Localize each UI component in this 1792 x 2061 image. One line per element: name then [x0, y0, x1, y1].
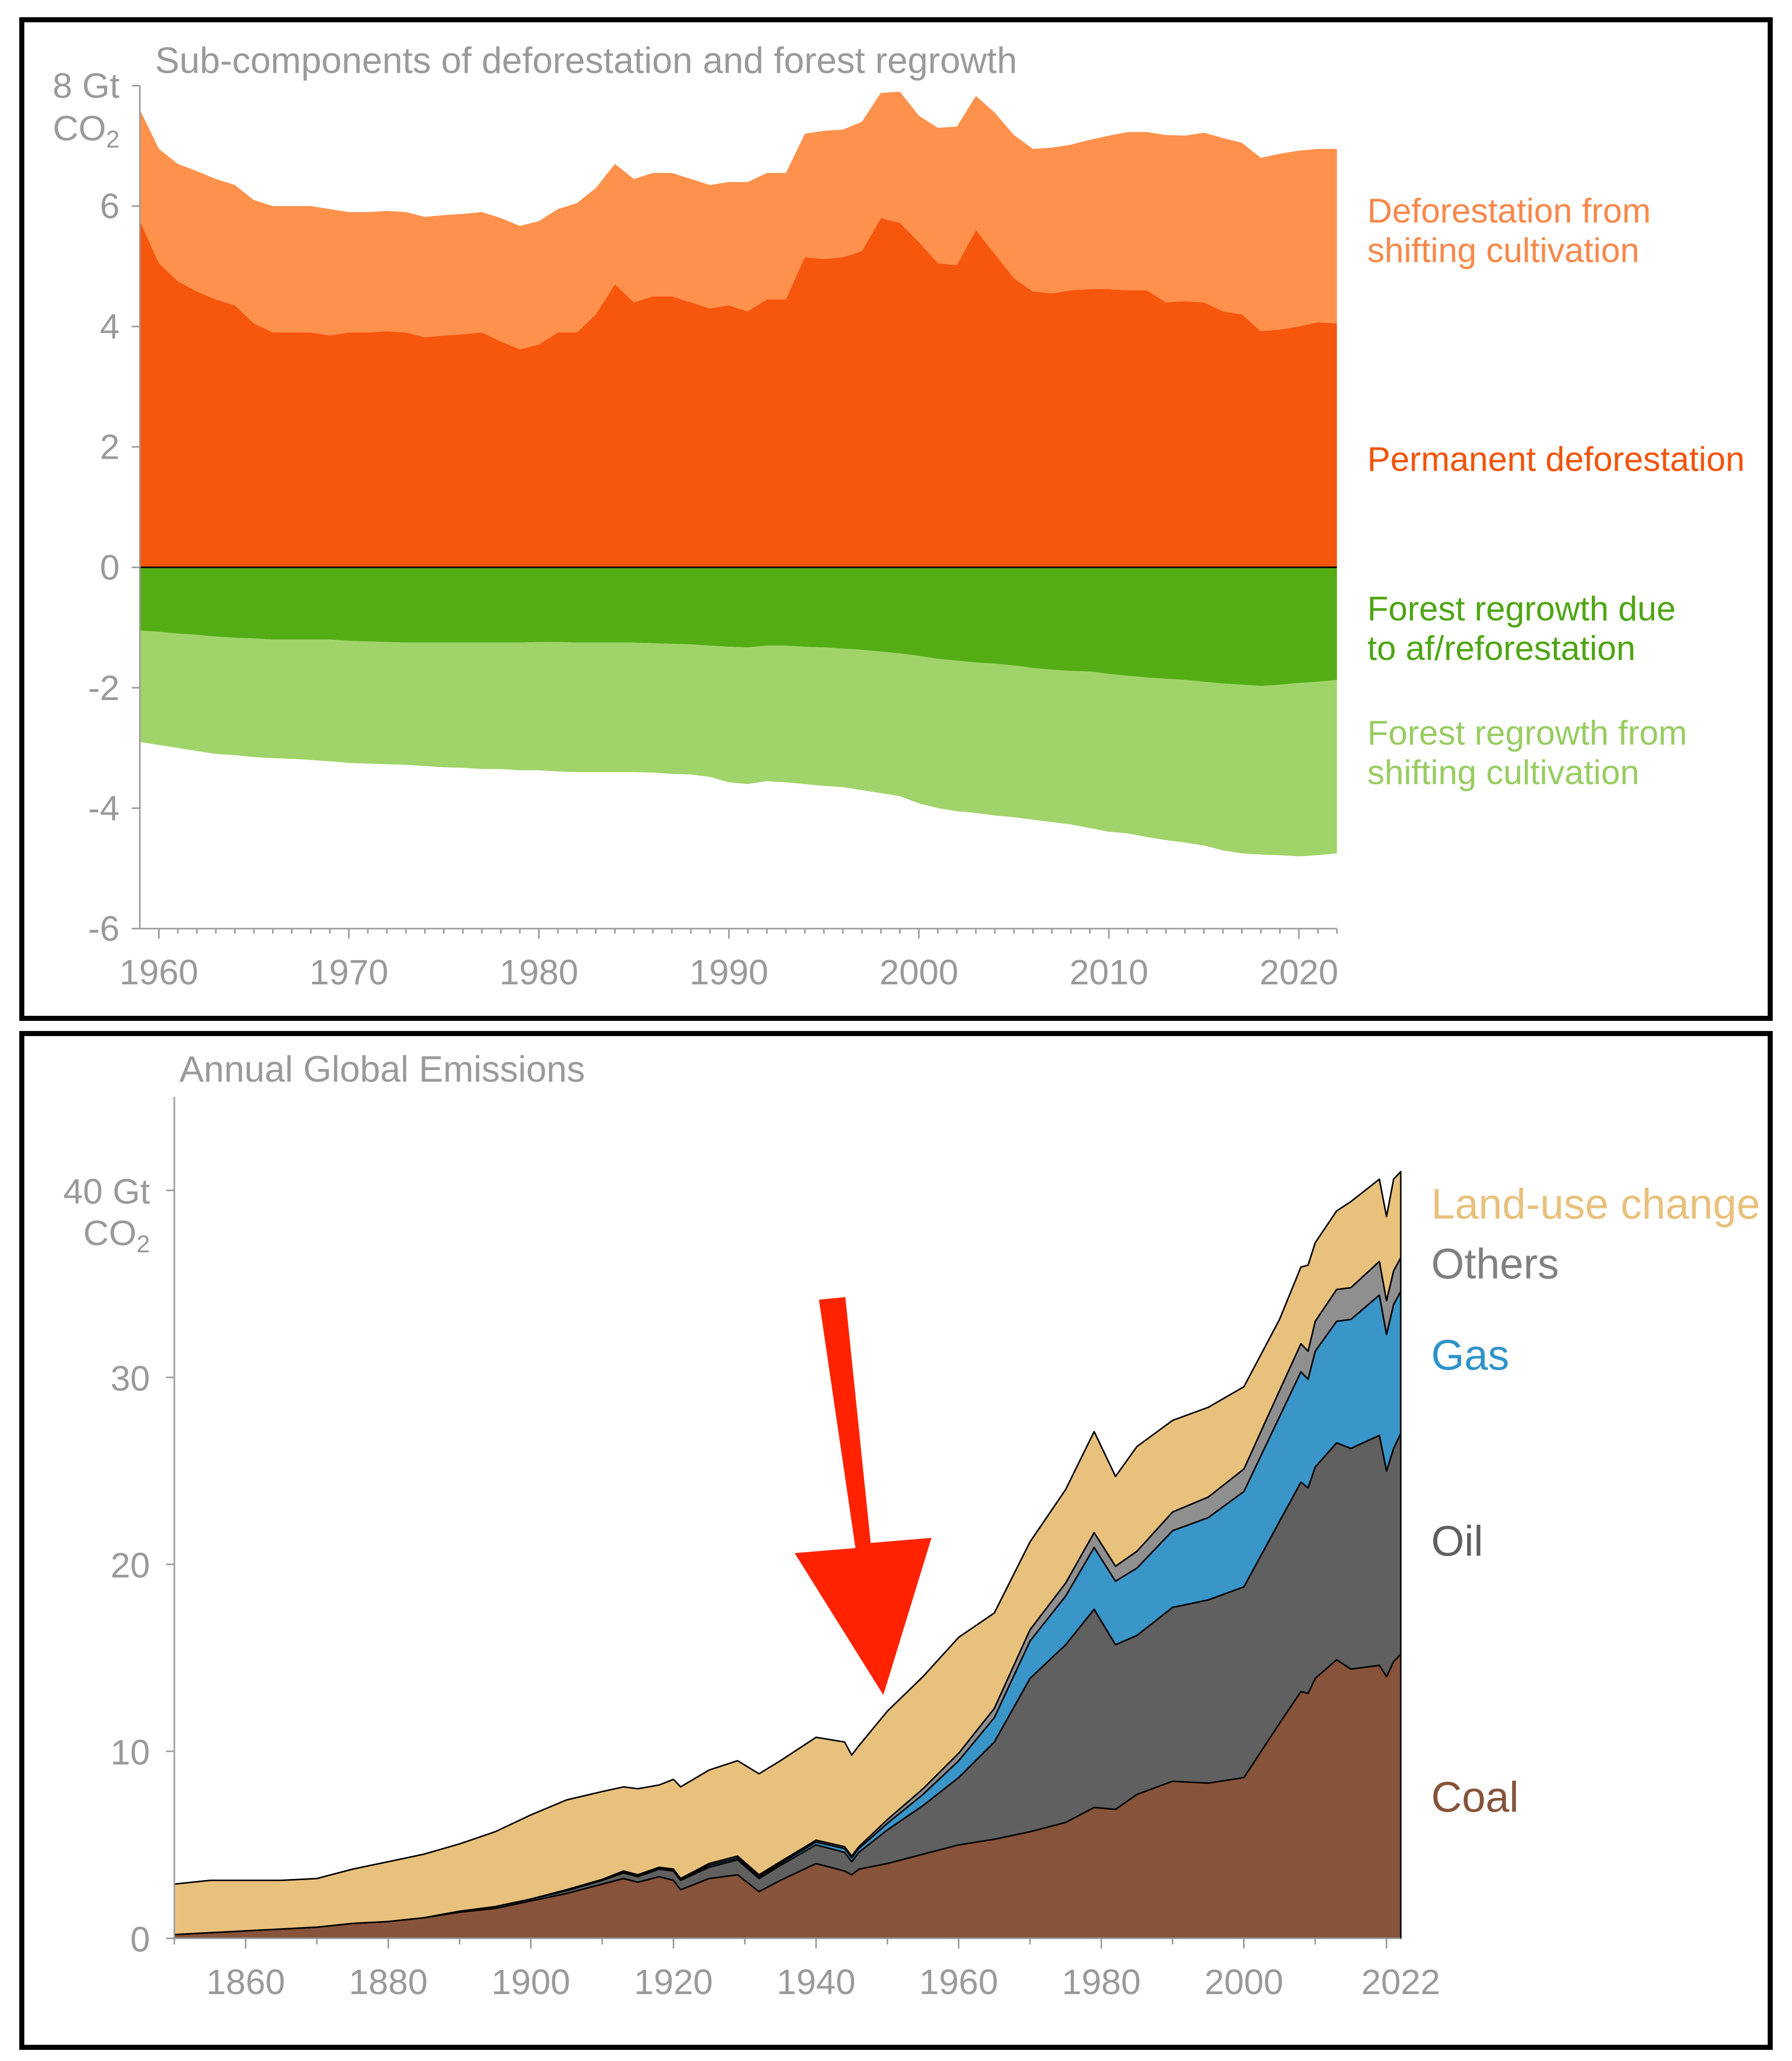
label-forest-regrowth-due-to-af-reforestation: Forest regrowth due	[1367, 590, 1676, 628]
area-deforestation-from-shifting-cultivation	[140, 91, 1337, 350]
area-land-use-change	[173, 1171, 1402, 1936]
label-forest-regrowth-due-to-af-reforestation: to af/reforestation	[1367, 629, 1635, 668]
x-tick-label: 1880	[349, 1962, 428, 2002]
chart-title: Annual Global Emissions	[179, 1049, 585, 1090]
label-gas: Gas	[1431, 1331, 1509, 1379]
label-others: Others	[1431, 1240, 1559, 1287]
y-tick-label: -2	[88, 668, 120, 708]
x-tick-label: 2020	[1259, 952, 1338, 992]
x-tick-label: 1980	[499, 952, 578, 992]
y-tick-label: 20	[110, 1545, 150, 1585]
y-axis-unit-line2: CO2	[53, 108, 120, 153]
label-forest-regrowth-from-shifting-cultivation: Forest regrowth from	[1367, 714, 1687, 752]
x-tick-label: 2000	[879, 952, 958, 992]
y-axis-unit-line1: 40 Gt	[63, 1171, 150, 1211]
y-axis-unit-co: CO	[83, 1213, 136, 1253]
label-land-use-change: Land-use change	[1431, 1180, 1760, 1228]
y-tick-label: 6	[100, 187, 120, 226]
y-axis-unit-line2: CO2	[83, 1213, 150, 1258]
y-tick-label: 0	[100, 547, 120, 587]
x-tick-label: 1860	[206, 1962, 285, 2002]
x-tick-label: 2010	[1069, 952, 1148, 992]
label-permanent-deforestation: Permanent deforestation	[1367, 440, 1745, 479]
x-tick-label: 1900	[492, 1962, 571, 2002]
x-tick-label: 1960	[919, 1962, 998, 2002]
label-oil: Oil	[1431, 1517, 1483, 1565]
y-tick-label: -6	[88, 909, 120, 948]
area-forest-regrowth-from-shifting-cultivation	[140, 631, 1337, 857]
x-tick-label: 2000	[1205, 1962, 1284, 2002]
x-tick-label: 1960	[120, 952, 199, 992]
area-permanent-deforestation	[140, 218, 1337, 568]
x-tick-label: 2022	[1361, 1962, 1440, 2002]
label-forest-regrowth-from-shifting-cultivation: shifting cultivation	[1367, 753, 1639, 792]
y-tick-label: -4	[88, 788, 120, 828]
y-tick-label: 2	[100, 427, 120, 467]
y-tick-label: 4	[100, 307, 120, 346]
chart-title: Sub-components of deforestation and fore…	[155, 41, 1017, 81]
y-axis-unit-line1: 8 Gt	[53, 66, 120, 105]
x-tick-label: 1970	[310, 952, 389, 992]
label-deforestation-from-shifting-cultivation: shifting cultivation	[1367, 231, 1639, 270]
x-tick-label: 1940	[776, 1962, 855, 2002]
emissions-chart-panel: 30 20 10 0 40 Gt CO2 1860 1880 1900 1920 1940 1960 1…	[19, 1031, 1773, 2050]
y-axis-unit-co: CO	[53, 108, 106, 148]
x-tick-label: 1980	[1062, 1962, 1141, 2002]
y-tick-label: 0	[130, 1920, 150, 1959]
y-axis-unit-subscript: 2	[136, 1231, 150, 1258]
y-tick-label: 30	[110, 1358, 150, 1398]
y-tick-label: 10	[110, 1733, 150, 1772]
label-deforestation-from-shifting-cultivation: Deforestation from	[1367, 192, 1651, 230]
y-axis-unit-subscript: 2	[106, 126, 120, 153]
deforestation-chart-panel: 6 4 2 0 -2 -4 -6 8 Gt CO2 1960 1970 1980 1990 2000 201…	[19, 17, 1773, 1021]
red-arrow-icon	[795, 1297, 931, 1695]
x-tick-label: 1920	[634, 1962, 713, 2002]
area-forest-regrowth-due-to-af-reforestation	[140, 567, 1337, 686]
x-tick-label: 1990	[689, 952, 768, 992]
label-coal: Coal	[1431, 1773, 1519, 1821]
